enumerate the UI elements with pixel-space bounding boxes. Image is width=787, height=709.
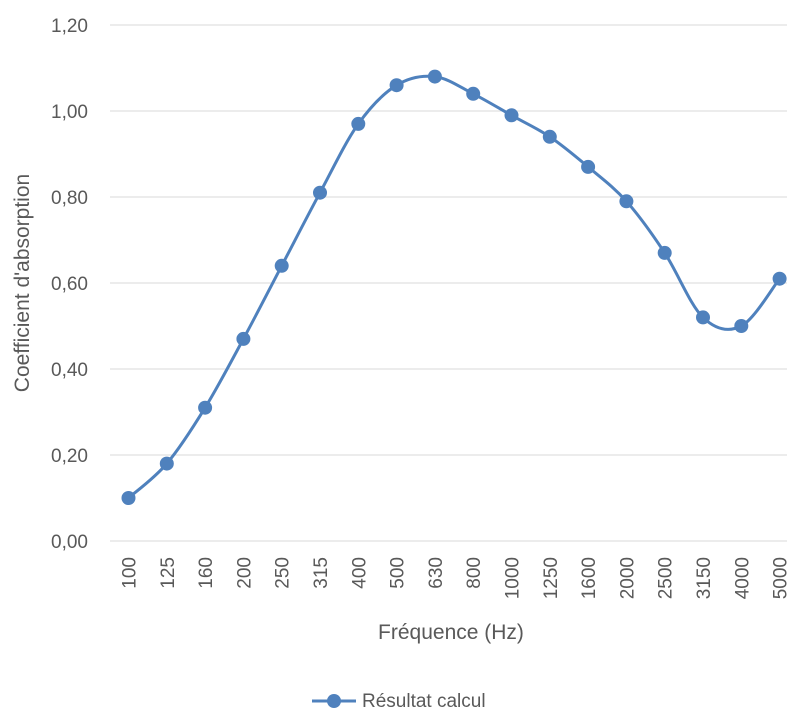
legend-marker-swatch bbox=[327, 694, 341, 708]
data-point bbox=[121, 491, 136, 505]
x-tick-label: 1600 bbox=[579, 557, 600, 599]
x-tick-label: 160 bbox=[196, 557, 217, 589]
data-point bbox=[619, 194, 634, 209]
x-tick-label: 3150 bbox=[694, 557, 715, 599]
x-tick-label: 2500 bbox=[656, 557, 677, 599]
x-tick-label: 200 bbox=[234, 557, 255, 589]
x-tick-label: 500 bbox=[388, 557, 409, 589]
legend: Résultat calcul bbox=[312, 691, 486, 709]
data-point bbox=[581, 159, 596, 174]
x-tick-label: 250 bbox=[273, 557, 294, 589]
y-tick-label: 0,80 bbox=[51, 188, 88, 209]
data-point bbox=[504, 108, 519, 123]
data-point bbox=[427, 69, 442, 84]
data-point bbox=[772, 271, 787, 286]
y-tick-label: 0,20 bbox=[51, 446, 88, 467]
data-point bbox=[351, 116, 366, 131]
series-group bbox=[121, 69, 787, 505]
data-point bbox=[236, 331, 251, 346]
y-axis-tick-labels: 0,00 0,20 0,40 0,60 0,80 1,00 1,20 bbox=[51, 16, 88, 553]
x-axis-title: Fréquence (Hz) bbox=[378, 621, 524, 644]
x-tick-label: 1250 bbox=[541, 557, 562, 599]
x-tick-label: 315 bbox=[311, 557, 332, 589]
x-tick-label: 2000 bbox=[617, 557, 638, 599]
data-point bbox=[389, 78, 404, 93]
data-point bbox=[466, 86, 481, 101]
gridlines bbox=[110, 24, 787, 542]
x-tick-label: 125 bbox=[158, 557, 179, 589]
data-point bbox=[542, 129, 557, 144]
y-tick-label: 0,40 bbox=[51, 360, 88, 381]
data-point bbox=[159, 456, 174, 471]
x-tick-label: 5000 bbox=[771, 557, 787, 599]
x-tick-label: 100 bbox=[120, 557, 141, 589]
data-point bbox=[313, 185, 327, 200]
data-point bbox=[198, 400, 213, 415]
x-tick-label: 1000 bbox=[503, 557, 524, 599]
legend-label: Résultat calcul bbox=[362, 691, 486, 709]
x-tick-label: 800 bbox=[464, 557, 485, 589]
x-tick-label: 4000 bbox=[732, 557, 753, 599]
x-tick-label: 400 bbox=[349, 557, 370, 589]
y-tick-label: 1,00 bbox=[51, 102, 88, 123]
y-tick-label: 1,20 bbox=[51, 16, 88, 37]
data-point bbox=[274, 258, 289, 273]
series-line bbox=[127, 74, 782, 500]
data-point bbox=[657, 245, 672, 260]
data-point bbox=[734, 319, 749, 333]
data-point bbox=[696, 310, 710, 325]
y-axis-title: Coefficient d'absorption bbox=[11, 174, 34, 392]
x-axis-tick-labels: 100 125 160 200 250 315 400 500 630 800 1000 1250 16… bbox=[120, 557, 787, 599]
y-tick-label: 0,60 bbox=[51, 274, 88, 295]
x-tick-label: 630 bbox=[426, 557, 447, 589]
y-tick-label: 0,00 bbox=[51, 532, 88, 553]
